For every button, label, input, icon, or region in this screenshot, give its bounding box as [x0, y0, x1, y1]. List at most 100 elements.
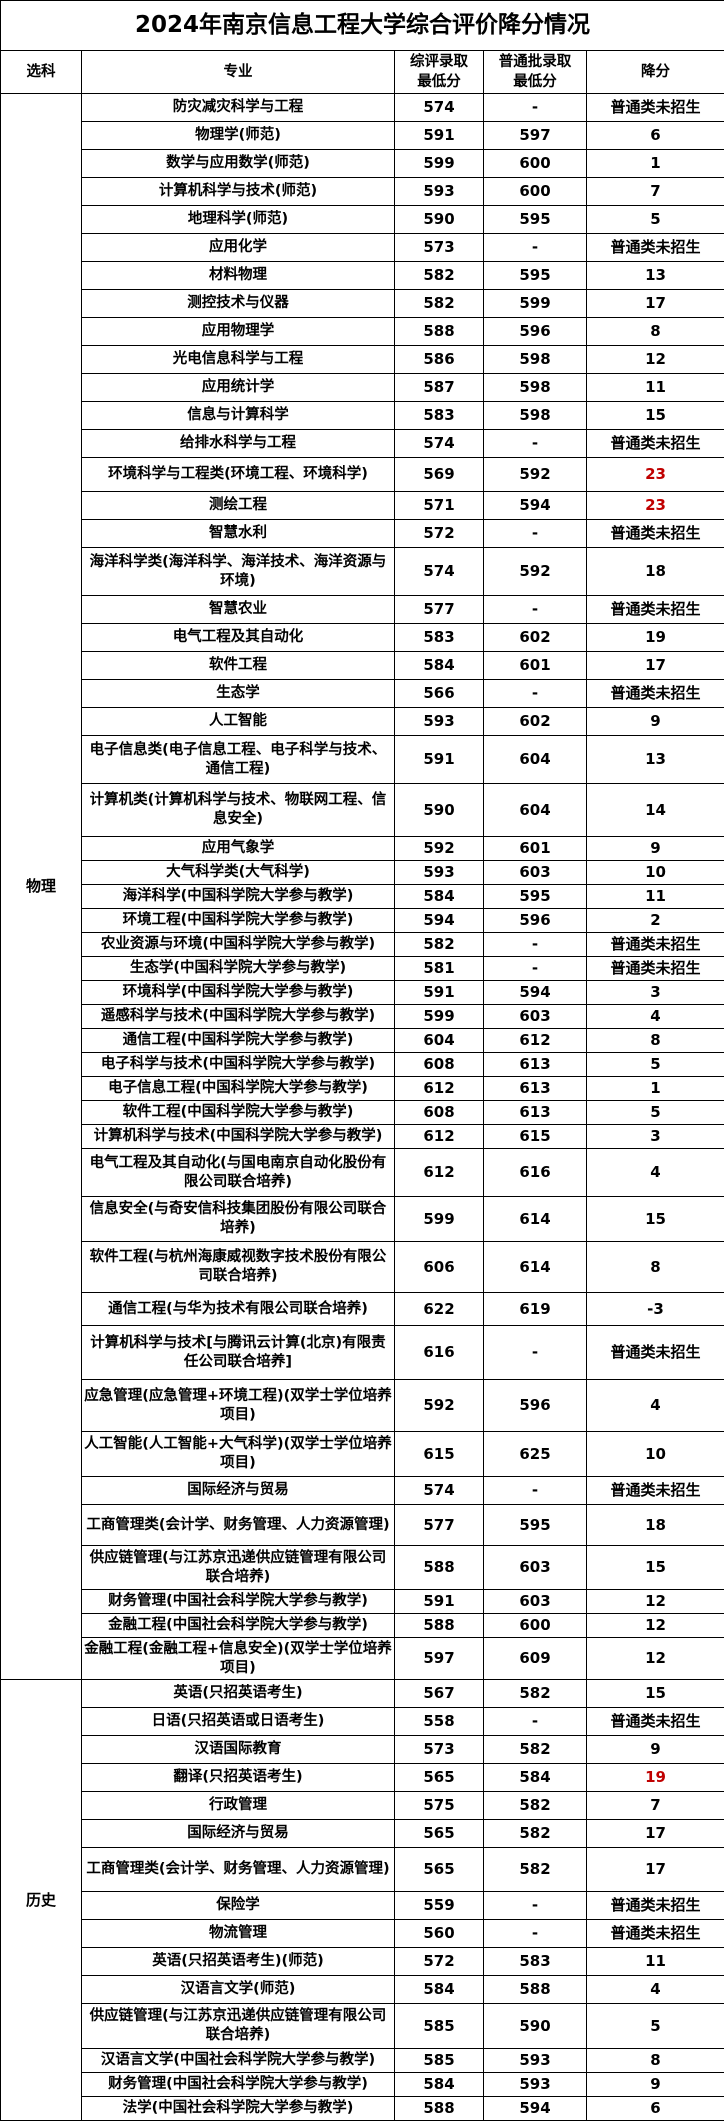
regular-min-cell: 582: [484, 1680, 587, 1708]
comp-min-cell: 593: [395, 708, 484, 736]
header-major: 专业: [82, 51, 395, 94]
major-cell: 国际经济与贸易: [82, 1477, 395, 1505]
comp-min-cell: 612: [395, 1125, 484, 1149]
major-cell: 应用统计学: [82, 374, 395, 402]
comp-min-cell: 593: [395, 178, 484, 206]
drop-cell: 17: [587, 652, 724, 680]
major-cell: 工商管理类(会计学、财务管理、人力资源管理): [82, 1505, 395, 1546]
regular-min-cell: 603: [484, 1005, 587, 1029]
major-cell: 海洋科学类(海洋科学、海洋技术、海洋资源与环境): [82, 548, 395, 596]
drop-cell: 10: [587, 1432, 724, 1477]
drop-cell: 5: [587, 2004, 724, 2049]
drop-cell: 11: [587, 885, 724, 909]
comp-min-cell: 566: [395, 680, 484, 708]
header-subject: 选科: [1, 51, 82, 94]
major-cell: 信息与计算科学: [82, 402, 395, 430]
comp-min-cell: 586: [395, 346, 484, 374]
major-cell: 软件工程(中国科学院大学参与教学): [82, 1101, 395, 1125]
regular-min-cell: -: [484, 1920, 587, 1948]
major-cell: 汉语言文学(中国社会科学院大学参与教学): [82, 2049, 395, 2073]
drop-cell: 9: [587, 1736, 724, 1764]
major-cell: 财务管理(中国社会科学院大学参与教学): [82, 2073, 395, 2097]
drop-cell: 2: [587, 909, 724, 933]
comp-min-cell: 588: [395, 1614, 484, 1638]
regular-min-cell: 614: [484, 1242, 587, 1293]
major-cell: 供应链管理(与江苏京迅递供应链管理有限公司联合培养): [82, 2004, 395, 2049]
comp-min-cell: 584: [395, 652, 484, 680]
comp-min-cell: 594: [395, 909, 484, 933]
major-cell: 应用气象学: [82, 837, 395, 861]
regular-min-cell: 600: [484, 1614, 587, 1638]
comp-min-cell: 622: [395, 1293, 484, 1326]
comp-min-cell: 591: [395, 981, 484, 1005]
major-cell: 给排水科学与工程: [82, 430, 395, 458]
comp-min-cell: 582: [395, 262, 484, 290]
regular-min-cell: 603: [484, 1546, 587, 1590]
regular-min-cell: 598: [484, 402, 587, 430]
header-row: 选科 专业 综评录取最低分 普通批录取最低分 降分: [1, 51, 724, 94]
major-cell: 应用化学: [82, 234, 395, 262]
regular-min-cell: 595: [484, 1505, 587, 1546]
regular-min-cell: 600: [484, 178, 587, 206]
regular-min-cell: 588: [484, 1976, 587, 2004]
comp-min-cell: 612: [395, 1149, 484, 1197]
comp-min-cell: 573: [395, 1736, 484, 1764]
regular-min-cell: -: [484, 94, 587, 122]
regular-min-cell: 604: [484, 784, 587, 837]
comp-min-cell: 573: [395, 234, 484, 262]
comp-min-cell: 587: [395, 374, 484, 402]
regular-min-cell: 598: [484, 346, 587, 374]
major-cell: 英语(只招英语考生): [82, 1680, 395, 1708]
regular-min-cell: -: [484, 1892, 587, 1920]
comp-min-cell: 616: [395, 1326, 484, 1380]
comp-min-cell: 599: [395, 1005, 484, 1029]
comp-min-cell: 574: [395, 94, 484, 122]
regular-min-cell: -: [484, 520, 587, 548]
major-cell: 工商管理类(会计学、财务管理、人力资源管理): [82, 1848, 395, 1892]
drop-cell: 18: [587, 1505, 724, 1546]
major-cell: 财务管理(中国社会科学院大学参与教学): [82, 1590, 395, 1614]
major-cell: 法学(中国社会科学院大学参与教学): [82, 2097, 395, 2121]
subject-cell: 历史: [1, 1680, 82, 2121]
comp-min-cell: 571: [395, 492, 484, 520]
major-cell: 翻译(只招英语考生): [82, 1764, 395, 1792]
comp-min-cell: 565: [395, 1848, 484, 1892]
regular-min-cell: -: [484, 596, 587, 624]
drop-cell: 17: [587, 1820, 724, 1848]
subject-cell: 物理: [1, 94, 82, 1680]
major-cell: 英语(只招英语考生)(师范): [82, 1948, 395, 1976]
regular-min-cell: -: [484, 957, 587, 981]
regular-min-cell: 615: [484, 1125, 587, 1149]
major-cell: 电气工程及其自动化: [82, 624, 395, 652]
major-cell: 金融工程(中国社会科学院大学参与教学): [82, 1614, 395, 1638]
table-row: 农业资源与环境(中国科学院大学参与教学)582-普通类未招生: [1, 933, 724, 957]
comp-min-cell: 584: [395, 2073, 484, 2097]
drop-cell: 14: [587, 784, 724, 837]
comp-min-cell: 591: [395, 122, 484, 150]
regular-min-cell: 583: [484, 1948, 587, 1976]
drop-cell: 15: [587, 1197, 724, 1242]
comp-min-cell: 567: [395, 1680, 484, 1708]
drop-cell: 4: [587, 1005, 724, 1029]
major-cell: 电子信息类(电子信息工程、电子科学与技术、通信工程): [82, 736, 395, 784]
comp-min-cell: 592: [395, 1380, 484, 1432]
comp-min-cell: 581: [395, 957, 484, 981]
regular-min-cell: 595: [484, 885, 587, 909]
comp-min-cell: 590: [395, 206, 484, 234]
drop-cell: 普通类未招生: [587, 520, 724, 548]
regular-min-cell: -: [484, 933, 587, 957]
major-cell: 农业资源与环境(中国科学院大学参与教学): [82, 933, 395, 957]
